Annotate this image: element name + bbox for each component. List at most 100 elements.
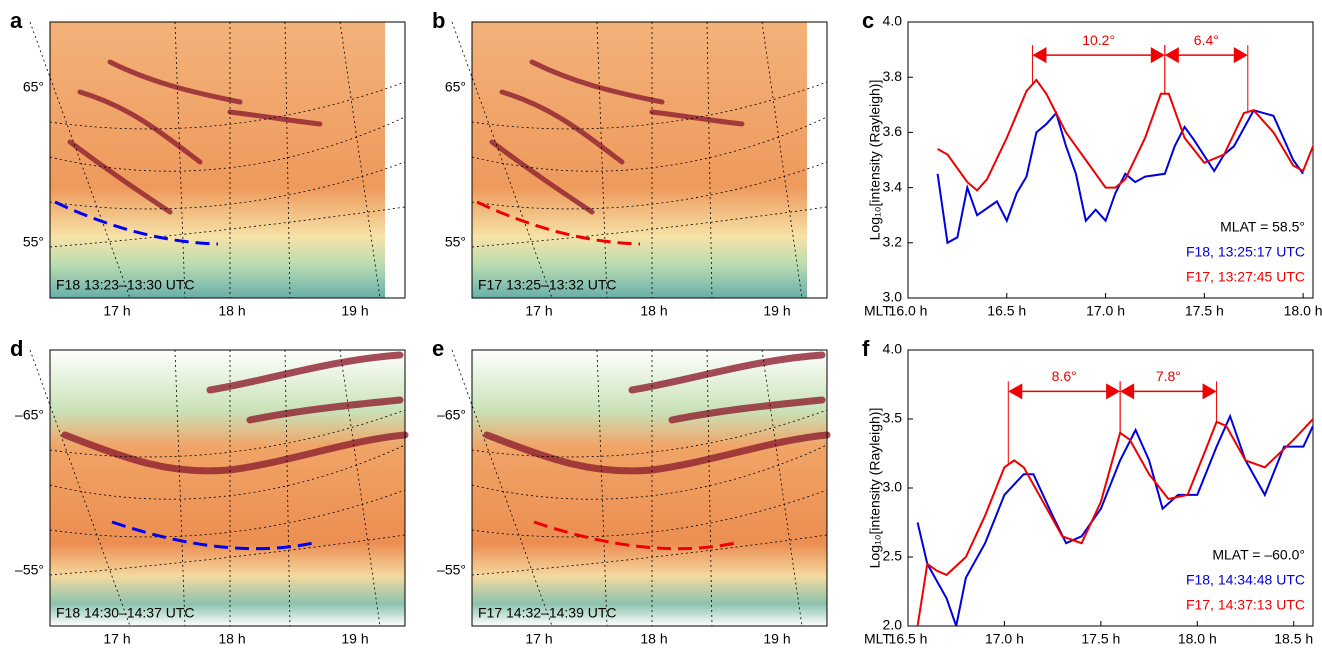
image-panel: F18 14:30–14:37 UTC d –65° –55° 17 h 18 h 19 h xyxy=(10,336,409,647)
annotation-label: 7.8° xyxy=(1156,368,1181,384)
boundary-curve xyxy=(533,520,741,551)
latitude-line xyxy=(471,81,828,130)
mlt-label: 19 h xyxy=(341,303,368,319)
image-panel: F18 13:23–13:30 UTC a 65° 55° 17 h 18 h 19 h xyxy=(10,8,406,319)
auroral-image xyxy=(50,22,385,298)
series-line xyxy=(916,418,1313,626)
y-tick-label: 3.2 xyxy=(883,234,903,250)
meridian-line xyxy=(29,21,131,299)
boundary-curve xyxy=(476,200,641,246)
caption: F18 14:30–14:37 UTC xyxy=(56,605,195,621)
mlt-label: 17 h xyxy=(525,631,552,647)
meridian-line xyxy=(596,349,608,627)
boundary-curve xyxy=(111,520,319,551)
panel-frame xyxy=(471,349,828,627)
latitude-line xyxy=(471,534,828,576)
latitude-line xyxy=(49,489,406,538)
image-panel: F17 13:25–13:32 UTC b 65° 55° 17 h 18 h 19 h xyxy=(432,8,828,319)
panel-letter: e xyxy=(432,336,444,361)
mlt-label: 17 h xyxy=(103,303,130,319)
x-tick-label: 17.0 h xyxy=(1086,303,1125,319)
mlt-label: 18 h xyxy=(640,631,667,647)
lat-label: 55° xyxy=(23,234,44,250)
series-line xyxy=(937,78,1313,192)
y-tick-label: 3.0 xyxy=(883,479,903,495)
x-axis-label: MLT xyxy=(864,303,891,319)
legend-entry: F18, 13:25:17 UTC xyxy=(1186,244,1305,260)
lat-label: 65° xyxy=(445,79,466,95)
legend-entry: F17, 13:27:45 UTC xyxy=(1186,269,1305,285)
auroral-arc xyxy=(67,139,173,215)
auroral-arc xyxy=(107,59,243,105)
panel-letter: d xyxy=(10,336,23,361)
panel-letter: b xyxy=(432,8,445,33)
note: MLAT = 58.5° xyxy=(1220,219,1305,235)
meridian-line xyxy=(339,21,381,299)
mlt-label: 19 h xyxy=(763,631,790,647)
y-tick-label: 3.6 xyxy=(883,123,903,139)
latitude-line xyxy=(49,409,406,458)
y-tick-label: 4.0 xyxy=(883,341,903,357)
series-line xyxy=(936,109,1304,245)
auroral-arc xyxy=(529,59,665,105)
latitude-line xyxy=(471,206,828,248)
panel-frame xyxy=(49,21,406,299)
latitude-line xyxy=(49,534,406,576)
lat-label: –55° xyxy=(15,562,44,578)
mlt-label: 19 h xyxy=(341,631,368,647)
auroral-arc xyxy=(668,396,826,424)
annotation-label: 10.2° xyxy=(1082,32,1115,48)
lat-label: 55° xyxy=(445,234,466,250)
x-tick-label: 16.5 h xyxy=(889,631,928,647)
meridian-line xyxy=(174,21,186,299)
auroral-image xyxy=(472,22,807,298)
panel-letter: a xyxy=(10,8,23,33)
auroral-arc xyxy=(227,109,323,127)
meridian-line xyxy=(706,349,713,627)
auroral-arc xyxy=(628,351,826,394)
y-tick-label: 3.0 xyxy=(883,289,903,305)
y-axis-label: Log₁₀[intensity (Rayleigh)] xyxy=(867,80,883,241)
auroral-image xyxy=(472,350,827,626)
annotation-label: 8.6° xyxy=(1052,368,1077,384)
latitude-line xyxy=(471,161,828,210)
auroral-image xyxy=(50,350,405,626)
x-tick-label: 16.0 h xyxy=(889,303,928,319)
latitude-line xyxy=(471,489,828,538)
caption: F17 14:32–14:39 UTC xyxy=(478,605,617,621)
panel-frame xyxy=(471,21,828,299)
y-tick-label: 3.8 xyxy=(883,68,903,84)
panel-letter: f xyxy=(862,336,870,361)
annotation-label: 6.4° xyxy=(1194,32,1219,48)
meridian-line xyxy=(596,21,608,299)
lat-label: –55° xyxy=(437,562,466,578)
auroral-arc xyxy=(489,139,595,215)
auroral-arc xyxy=(206,351,404,394)
meridian-line xyxy=(761,21,803,299)
mlt-label: 17 h xyxy=(103,631,130,647)
image-panel: F17 14:32–14:39 UTC e –65° –55° 17 h 18 h 19 h xyxy=(432,336,831,647)
meridian-line xyxy=(451,349,553,627)
mlt-label: 19 h xyxy=(763,303,790,319)
y-tick-label: 4.0 xyxy=(883,13,903,29)
lat-label: 65° xyxy=(23,79,44,95)
x-tick-label: 18.5 h xyxy=(1274,631,1313,647)
mlt-label: 18 h xyxy=(218,303,245,319)
caption: F17 13:25–13:32 UTC xyxy=(478,277,617,293)
y-axis-label: Log₁₀[intensity (Rayleigh)] xyxy=(867,408,883,569)
x-tick-label: 16.5 h xyxy=(987,303,1026,319)
plot-frame xyxy=(907,21,1314,299)
meridian-line xyxy=(706,21,713,299)
lat-label: –65° xyxy=(15,407,44,423)
x-tick-label: 17.5 h xyxy=(1185,303,1224,319)
meridian-line xyxy=(339,349,381,627)
x-tick-label: 18.0 h xyxy=(1284,303,1322,319)
auroral-arc xyxy=(77,89,203,165)
series-line xyxy=(916,413,1313,626)
y-tick-label: 3.5 xyxy=(883,410,903,426)
mlt-label: 18 h xyxy=(218,631,245,647)
latitude-line xyxy=(49,206,406,248)
auroral-arc xyxy=(649,109,745,127)
